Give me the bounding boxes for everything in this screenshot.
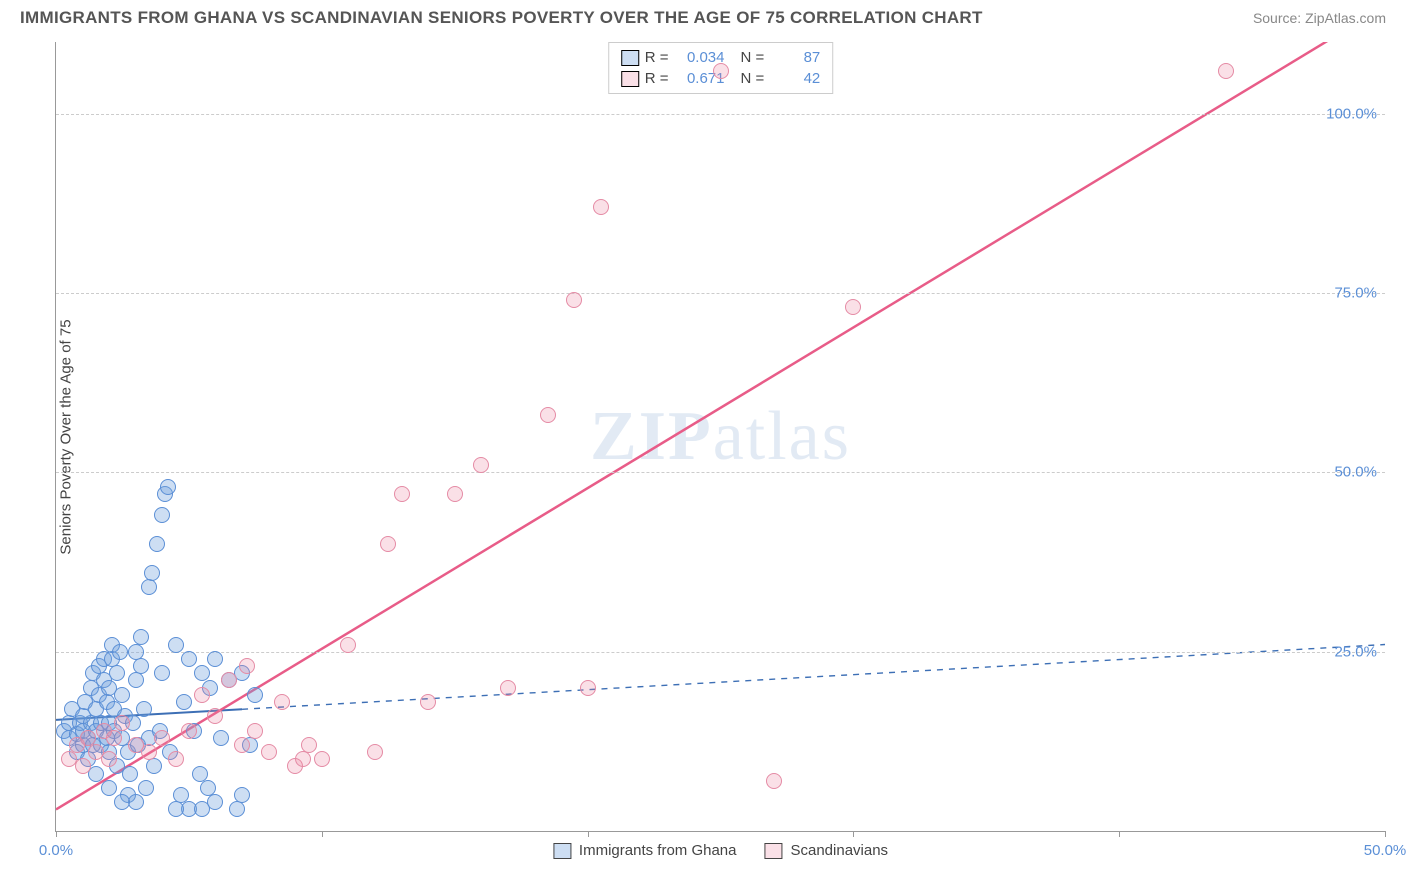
data-point-ghana (133, 658, 149, 674)
data-point-ghana (128, 672, 144, 688)
data-point-scandinavian (239, 658, 255, 674)
data-point-ghana (112, 644, 128, 660)
data-point-ghana (141, 579, 157, 595)
data-point-scandinavian (247, 723, 263, 739)
legend-swatch-blue-icon (553, 843, 571, 859)
data-point-scandinavian (181, 723, 197, 739)
data-point-scandinavian (447, 486, 463, 502)
n-value-scandinavian: 42 (770, 70, 820, 87)
data-point-ghana (138, 780, 154, 796)
data-point-scandinavian (713, 63, 729, 79)
data-point-scandinavian (221, 672, 237, 688)
data-point-ghana (128, 644, 144, 660)
data-point-scandinavian (845, 299, 861, 315)
data-point-scandinavian (141, 744, 157, 760)
data-point-ghana (168, 801, 184, 817)
data-point-scandinavian (114, 715, 130, 731)
y-tick-label: 50.0% (1334, 464, 1377, 481)
data-point-ghana (133, 629, 149, 645)
data-point-scandinavian (566, 292, 582, 308)
data-point-scandinavian (295, 751, 311, 767)
gridline-horizontal (56, 293, 1385, 294)
gridline-horizontal (56, 472, 1385, 473)
data-point-ghana (247, 687, 263, 703)
x-tick (588, 831, 589, 837)
legend-label-ghana: Immigrants from Ghana (579, 842, 737, 859)
data-point-ghana (160, 479, 176, 495)
legend-swatch-pink-icon (764, 843, 782, 859)
data-point-scandinavian (154, 730, 170, 746)
legend-label-scandinavian: Scandinavians (790, 842, 888, 859)
x-tick-label: 0.0% (39, 842, 73, 859)
legend-swatch-blue (621, 50, 639, 66)
data-point-ghana (168, 637, 184, 653)
data-point-ghana (114, 794, 130, 810)
data-point-ghana (207, 651, 223, 667)
data-point-ghana (136, 701, 152, 717)
data-point-ghana (234, 787, 250, 803)
chart-source: Source: ZipAtlas.com (1253, 10, 1386, 26)
data-point-scandinavian (207, 708, 223, 724)
data-point-scandinavian (340, 637, 356, 653)
data-point-scandinavian (766, 773, 782, 789)
data-point-ghana (101, 780, 117, 796)
data-point-ghana (213, 730, 229, 746)
data-point-ghana (114, 687, 130, 703)
data-point-scandinavian (168, 751, 184, 767)
y-tick-label: 100.0% (1326, 105, 1377, 122)
data-point-scandinavian (593, 199, 609, 215)
data-point-ghana (146, 758, 162, 774)
data-point-scandinavian (394, 486, 410, 502)
data-point-scandinavian (261, 744, 277, 760)
x-tick (56, 831, 57, 837)
data-point-scandinavian (500, 680, 516, 696)
trend-lines-overlay (56, 42, 1385, 831)
watermark: ZIPatlas (590, 397, 851, 477)
x-tick (1119, 831, 1120, 837)
data-point-scandinavian (101, 751, 117, 767)
data-point-ghana (181, 651, 197, 667)
data-point-ghana (109, 665, 125, 681)
legend-swatch-pink (621, 71, 639, 87)
data-point-ghana (149, 536, 165, 552)
y-axis-label: Seniors Poverty Over the Age of 75 (58, 319, 75, 554)
y-tick-label: 25.0% (1334, 643, 1377, 660)
scatter-chart: Seniors Poverty Over the Age of 75 ZIPat… (55, 42, 1385, 832)
x-tick (322, 831, 323, 837)
legend-item-scandinavian: Scandinavians (764, 842, 888, 859)
x-tick (853, 831, 854, 837)
data-point-ghana (144, 565, 160, 581)
data-point-scandinavian (473, 457, 489, 473)
data-point-scandinavian (380, 536, 396, 552)
data-point-scandinavian (580, 680, 596, 696)
y-tick-label: 75.0% (1334, 285, 1377, 302)
data-point-ghana (176, 694, 192, 710)
data-point-scandinavian (367, 744, 383, 760)
data-point-scandinavian (314, 751, 330, 767)
data-point-ghana (154, 665, 170, 681)
data-point-scandinavian (274, 694, 290, 710)
chart-header: IMMIGRANTS FROM GHANA VS SCANDINAVIAN SE… (20, 8, 1386, 28)
x-tick (1385, 831, 1386, 837)
data-point-scandinavian (75, 758, 91, 774)
data-point-scandinavian (420, 694, 436, 710)
gridline-horizontal (56, 652, 1385, 653)
data-point-scandinavian (194, 687, 210, 703)
data-point-scandinavian (540, 407, 556, 423)
data-point-scandinavian (234, 737, 250, 753)
data-point-scandinavian (301, 737, 317, 753)
data-point-ghana (154, 507, 170, 523)
gridline-horizontal (56, 114, 1385, 115)
chart-title: IMMIGRANTS FROM GHANA VS SCANDINAVIAN SE… (20, 8, 983, 28)
data-point-scandinavian (1218, 63, 1234, 79)
data-point-ghana (122, 766, 138, 782)
legend-item-ghana: Immigrants from Ghana (553, 842, 737, 859)
data-point-scandinavian (106, 730, 122, 746)
n-value-ghana: 87 (770, 49, 820, 66)
data-point-ghana (194, 801, 210, 817)
x-tick-label: 50.0% (1364, 842, 1406, 859)
data-point-ghana (229, 801, 245, 817)
series-legend: Immigrants from Ghana Scandinavians (553, 842, 888, 859)
trend-line-dashed (242, 645, 1385, 710)
